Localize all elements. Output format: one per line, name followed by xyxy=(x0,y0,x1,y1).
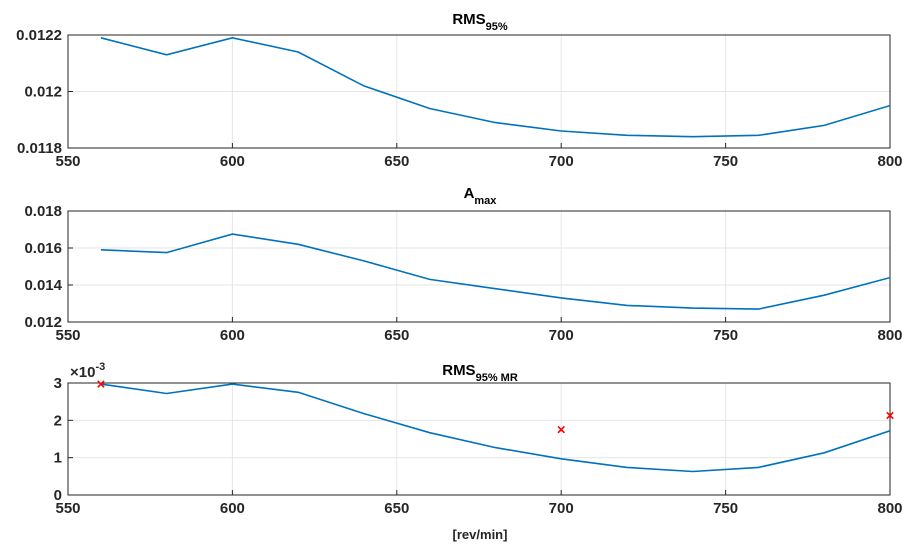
y-exponent-base: ×10 xyxy=(70,364,95,381)
x-axis-label: [rev/min] xyxy=(453,527,508,542)
series-line xyxy=(100,233,891,310)
y-tick-label: 3 xyxy=(54,375,62,392)
y-tick-label: 0.018 xyxy=(24,203,62,220)
x-tick-label: 650 xyxy=(384,500,409,517)
x-marker xyxy=(886,411,894,420)
panel3-y-exponent: ×10-3 xyxy=(70,361,105,381)
series-line xyxy=(100,383,891,473)
plot-area xyxy=(67,210,891,323)
y-tick-label: 2 xyxy=(54,412,62,429)
x-tick-label: 600 xyxy=(220,500,245,517)
y-tick-label: 1 xyxy=(54,450,62,467)
x-marker xyxy=(557,425,565,434)
panel1-title-sub: 95% xyxy=(486,21,508,33)
panel-amax: Amax 550 600 650 700 750 800 0.012 0.014 0.016 0.… xyxy=(24,185,902,344)
x-tick-label: 700 xyxy=(549,500,574,517)
x-tick-label: 650 xyxy=(384,153,409,170)
y-tick-label: 0.012 xyxy=(24,84,62,101)
axis-frame xyxy=(67,210,891,323)
panel3-title-sub: 95% MR xyxy=(476,372,518,384)
x-tick-label: 800 xyxy=(877,500,902,517)
x-tick-label: 750 xyxy=(713,500,738,517)
series-line xyxy=(100,36,891,138)
plot-area xyxy=(67,382,891,496)
x-tick-label: 550 xyxy=(55,153,80,170)
panel-rms95: RMS95% 550 600 650 700 750 800 0.0118 0.012 0.01… xyxy=(16,11,902,170)
y-tick-label: 0.016 xyxy=(24,240,62,257)
panel2-title-sub: max xyxy=(474,195,497,207)
x-tick-label: 700 xyxy=(549,327,574,344)
panel1-title: RMS95% xyxy=(452,11,508,33)
panel2-title: Amax xyxy=(464,185,498,207)
y-tick-label: 0 xyxy=(54,487,62,504)
x-tick-label: 650 xyxy=(384,327,409,344)
x-tick-label: 800 xyxy=(877,327,902,344)
x-tick-label: 550 xyxy=(55,327,80,344)
y-tick-label: 0.0122 xyxy=(16,27,62,44)
x-tick-label: 600 xyxy=(220,153,245,170)
y-exponent-power: -3 xyxy=(95,361,105,373)
panel1-title-main: RMS xyxy=(452,11,485,28)
x-marker xyxy=(97,380,105,388)
panel3-title: RMS95% MR xyxy=(442,362,518,384)
panel-rms95-mr: RMS95% MR ×10-3 550 600 650 700 750 800 0 1 2 3 [… xyxy=(54,361,903,542)
panel2-title-main: A xyxy=(464,185,475,202)
x-tick-label: 550 xyxy=(55,500,80,517)
y-tick-label: 0.0118 xyxy=(17,140,62,157)
x-tick-label: 750 xyxy=(713,153,738,170)
y-tick-label: 0.014 xyxy=(24,277,62,294)
panel3-title-main: RMS xyxy=(442,362,475,379)
x-tick-label: 700 xyxy=(549,153,574,170)
x-tick-label: 600 xyxy=(220,327,245,344)
axis-frame xyxy=(67,382,891,496)
x-tick-label: 800 xyxy=(877,153,902,170)
y-tick-label: 0.012 xyxy=(24,314,62,331)
x-tick-label: 750 xyxy=(713,327,738,344)
